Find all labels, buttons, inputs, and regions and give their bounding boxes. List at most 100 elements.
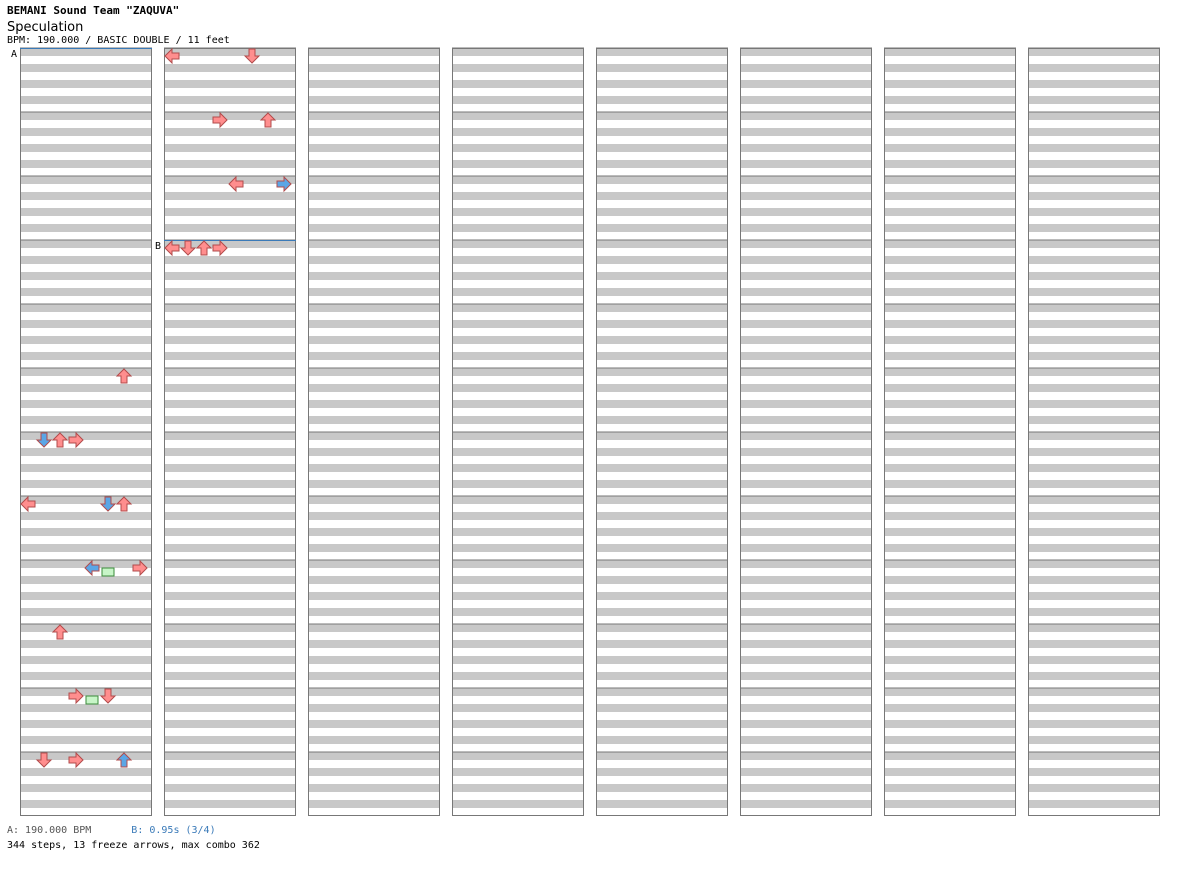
beat-stripe [1028, 80, 1160, 88]
beat-stripe [308, 128, 440, 136]
beat-stripe [452, 160, 584, 168]
beat-stripe [884, 752, 1016, 760]
marker-label: A [11, 49, 17, 60]
beat-stripe [740, 576, 872, 584]
beat-stripe [20, 256, 152, 264]
beat-stripe [20, 496, 152, 504]
beat-stripe [452, 560, 584, 568]
beat-stripe [884, 368, 1016, 376]
beat-stripe [452, 48, 584, 56]
beat-stripe [1028, 96, 1160, 104]
beat-stripe [884, 480, 1016, 488]
beat-stripe [884, 128, 1016, 136]
beat-stripe [164, 688, 296, 696]
beat-stripe [596, 592, 728, 600]
beat-stripe [20, 320, 152, 328]
beat-stripe [1028, 176, 1160, 184]
beat-stripe [20, 416, 152, 424]
beat-stripe [740, 736, 872, 744]
beat-stripe [596, 784, 728, 792]
beat-stripe [308, 240, 440, 248]
beat-stripe [884, 800, 1016, 808]
beat-stripe [20, 48, 152, 56]
beat-stripe [884, 688, 1016, 696]
beat-stripe [308, 624, 440, 632]
beat-stripe [164, 416, 296, 424]
step-arrow [164, 47, 180, 65]
beat-stripe [308, 640, 440, 648]
beat-stripe [740, 496, 872, 504]
beat-stripe [20, 448, 152, 456]
beat-stripe [740, 416, 872, 424]
step-arrow [276, 175, 292, 193]
beat-stripe [1028, 304, 1160, 312]
beat-stripe [20, 432, 152, 440]
beat-stripe [452, 432, 584, 440]
beat-stripe [452, 304, 584, 312]
beat-stripe [596, 336, 728, 344]
beat-stripe [740, 544, 872, 552]
beat-stripe [1028, 352, 1160, 360]
beat-stripe [452, 496, 584, 504]
beat-stripe [740, 480, 872, 488]
beat-stripe [164, 752, 296, 760]
beat-stripe [1028, 496, 1160, 504]
beat-stripe [884, 336, 1016, 344]
beat-stripe [20, 384, 152, 392]
step-arrow [68, 687, 84, 705]
beat-stripe [20, 736, 152, 744]
beat-stripe [308, 576, 440, 584]
beat-stripe [1028, 288, 1160, 296]
beat-stripe [884, 80, 1016, 88]
beat-stripe [452, 704, 584, 712]
beat-stripe [884, 656, 1016, 664]
bpm-change-label: A: 190.000 BPM [7, 825, 92, 836]
beat-stripe [1028, 448, 1160, 456]
beat-stripe [884, 496, 1016, 504]
beat-stripe [164, 160, 296, 168]
beat-stripe [308, 352, 440, 360]
beat-stripe [884, 416, 1016, 424]
beat-stripe [20, 80, 152, 88]
beat-stripe [884, 768, 1016, 776]
beat-stripe [884, 528, 1016, 536]
beat-stripe [452, 592, 584, 600]
beat-stripe [1028, 688, 1160, 696]
beat-stripe [308, 608, 440, 616]
beat-stripe [20, 208, 152, 216]
beat-stripe [20, 400, 152, 408]
beat-stripe [20, 480, 152, 488]
beat-stripe [596, 208, 728, 216]
beat-stripe [20, 192, 152, 200]
beat-stripe [596, 352, 728, 360]
beat-stripe [1028, 464, 1160, 472]
beat-stripe [452, 800, 584, 808]
beat-stripe [20, 576, 152, 584]
beat-stripe [308, 544, 440, 552]
beat-stripe [740, 336, 872, 344]
beat-stripe [164, 624, 296, 632]
beat-stripe [1028, 64, 1160, 72]
beat-stripe [740, 688, 872, 696]
beat-stripe [20, 768, 152, 776]
beat-stripe [740, 528, 872, 536]
beat-stripe [308, 512, 440, 520]
beat-stripe [884, 464, 1016, 472]
beat-stripe [20, 64, 152, 72]
beat-stripe [884, 288, 1016, 296]
freeze-arrow [85, 695, 99, 705]
step-arrow [132, 559, 148, 577]
beat-stripe [308, 176, 440, 184]
beat-stripe [596, 400, 728, 408]
beat-stripe [740, 368, 872, 376]
beat-stripe [308, 752, 440, 760]
beat-stripe [884, 272, 1016, 280]
beat-stripe [308, 480, 440, 488]
beat-stripe [164, 64, 296, 72]
beat-stripe [596, 48, 728, 56]
beat-stripe [164, 368, 296, 376]
beat-stripe [308, 464, 440, 472]
beat-stripe [884, 304, 1016, 312]
beat-stripe [308, 688, 440, 696]
beat-stripe [596, 672, 728, 680]
